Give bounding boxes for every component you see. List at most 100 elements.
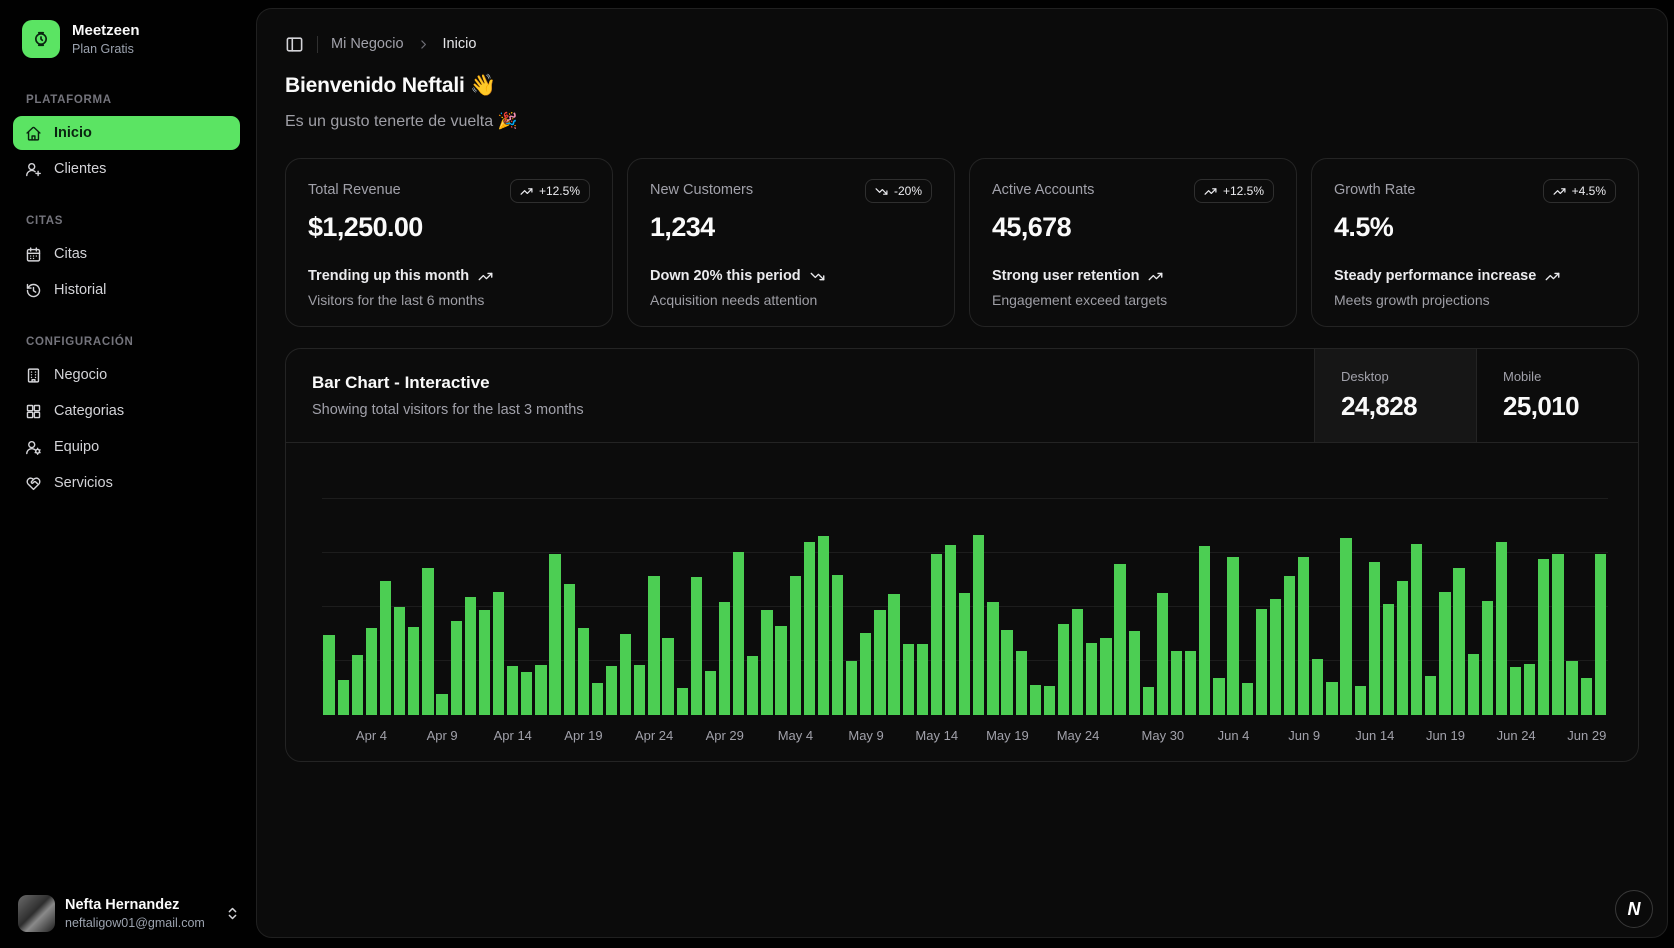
bar[interactable]: [421, 445, 435, 715]
bar[interactable]: [1141, 445, 1155, 715]
bar[interactable]: [605, 445, 619, 715]
bar[interactable]: [1283, 445, 1297, 715]
bar[interactable]: [1565, 445, 1579, 715]
bar[interactable]: [477, 445, 491, 715]
nextjs-dev-button[interactable]: N: [1615, 890, 1653, 928]
bar[interactable]: [1297, 445, 1311, 715]
bar[interactable]: [1014, 445, 1028, 715]
bar[interactable]: [393, 445, 407, 715]
bar[interactable]: [1113, 445, 1127, 715]
bar[interactable]: [492, 445, 506, 715]
bar[interactable]: [887, 445, 901, 715]
bar[interactable]: [1353, 445, 1367, 715]
bar[interactable]: [732, 445, 746, 715]
bar[interactable]: [703, 445, 717, 715]
bar[interactable]: [1339, 445, 1353, 715]
bar[interactable]: [873, 445, 887, 715]
bar[interactable]: [689, 445, 703, 715]
bar[interactable]: [336, 445, 350, 715]
bar[interactable]: [1537, 445, 1551, 715]
bar[interactable]: [831, 445, 845, 715]
user-menu[interactable]: Nefta Hernandez neftaligow01@gmail.com: [0, 883, 256, 948]
bar[interactable]: [1085, 445, 1099, 715]
bar[interactable]: [1579, 445, 1593, 715]
bar[interactable]: [1212, 445, 1226, 715]
sidebar-item-historial[interactable]: Historial: [13, 273, 240, 307]
bar[interactable]: [1226, 445, 1240, 715]
bar[interactable]: [1311, 445, 1325, 715]
bar[interactable]: [1480, 445, 1494, 715]
bar[interactable]: [562, 445, 576, 715]
bar[interactable]: [1466, 445, 1480, 715]
bar[interactable]: [1367, 445, 1381, 715]
bar[interactable]: [816, 445, 830, 715]
bar[interactable]: [718, 445, 732, 715]
breadcrumb-parent[interactable]: Mi Negocio: [331, 36, 404, 52]
bar[interactable]: [1325, 445, 1339, 715]
bar[interactable]: [675, 445, 689, 715]
bar[interactable]: [576, 445, 590, 715]
sidebar-item-citas[interactable]: Citas: [13, 237, 240, 271]
bar[interactable]: [1551, 445, 1565, 715]
bar[interactable]: [859, 445, 873, 715]
bar[interactable]: [1424, 445, 1438, 715]
bar[interactable]: [661, 445, 675, 715]
sidebar-item-negocio[interactable]: Negocio: [13, 358, 240, 392]
bar[interactable]: [802, 445, 816, 715]
bar[interactable]: [1099, 445, 1113, 715]
bar[interactable]: [1000, 445, 1014, 715]
bar[interactable]: [1593, 445, 1607, 715]
bar[interactable]: [619, 445, 633, 715]
bar[interactable]: [379, 445, 393, 715]
bar[interactable]: [1438, 445, 1452, 715]
bar[interactable]: [1509, 445, 1523, 715]
bar[interactable]: [1127, 445, 1141, 715]
sidebar-item-clientes[interactable]: Clientes: [13, 152, 240, 186]
workspace-switcher[interactable]: Meetzeen Plan Gratis: [0, 0, 256, 66]
chart-toggle-desktop[interactable]: Desktop 24,828: [1314, 349, 1476, 442]
bar[interactable]: [350, 445, 364, 715]
bar[interactable]: [1494, 445, 1508, 715]
bar[interactable]: [788, 445, 802, 715]
bar[interactable]: [1155, 445, 1169, 715]
bar[interactable]: [1184, 445, 1198, 715]
bar[interactable]: [590, 445, 604, 715]
bar[interactable]: [1071, 445, 1085, 715]
bar[interactable]: [1170, 445, 1184, 715]
bar[interactable]: [774, 445, 788, 715]
bar[interactable]: [1396, 445, 1410, 715]
bar[interactable]: [449, 445, 463, 715]
bar[interactable]: [760, 445, 774, 715]
bar[interactable]: [506, 445, 520, 715]
sidebar-item-inicio[interactable]: Inicio: [13, 116, 240, 150]
bar[interactable]: [972, 445, 986, 715]
bar[interactable]: [322, 445, 336, 715]
bar[interactable]: [1057, 445, 1071, 715]
bar[interactable]: [435, 445, 449, 715]
bar[interactable]: [1240, 445, 1254, 715]
chart-toggle-mobile[interactable]: Mobile 25,010: [1476, 349, 1638, 442]
bar[interactable]: [1523, 445, 1537, 715]
sidebar-toggle-icon[interactable]: [285, 35, 304, 54]
sidebar-item-equipo[interactable]: Equipo: [13, 430, 240, 464]
bar[interactable]: [1268, 445, 1282, 715]
bar[interactable]: [901, 445, 915, 715]
bar[interactable]: [1410, 445, 1424, 715]
bar[interactable]: [548, 445, 562, 715]
bar[interactable]: [463, 445, 477, 715]
bar[interactable]: [633, 445, 647, 715]
bar[interactable]: [407, 445, 421, 715]
bar[interactable]: [958, 445, 972, 715]
bar[interactable]: [1381, 445, 1395, 715]
bar[interactable]: [845, 445, 859, 715]
bar[interactable]: [944, 445, 958, 715]
bar[interactable]: [1028, 445, 1042, 715]
bar[interactable]: [534, 445, 548, 715]
bar[interactable]: [1452, 445, 1466, 715]
bar[interactable]: [647, 445, 661, 715]
bar[interactable]: [746, 445, 760, 715]
bar[interactable]: [520, 445, 534, 715]
bar[interactable]: [1042, 445, 1056, 715]
bar[interactable]: [1254, 445, 1268, 715]
sidebar-item-servicios[interactable]: Servicios: [13, 466, 240, 500]
